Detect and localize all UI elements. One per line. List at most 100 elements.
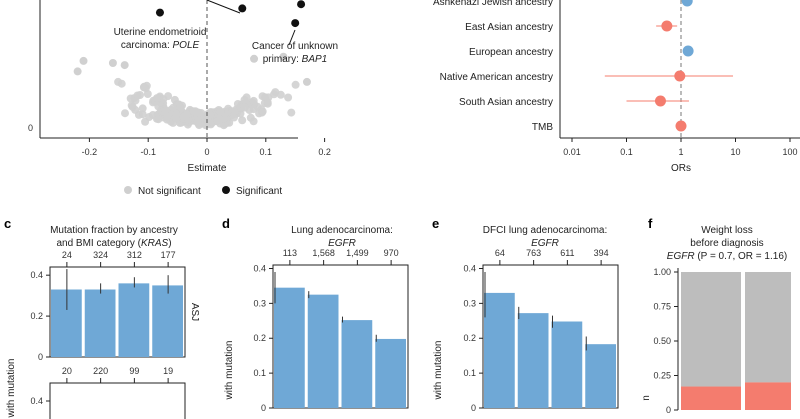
- panel-f-plot: 0 0.25 0.50 0.75 1.00: [653, 267, 791, 415]
- nonsignificant-point: [206, 110, 215, 119]
- nonsignificant-point: [138, 104, 147, 113]
- volcano-plot: 0 -0.2 -0.1 0 0.1 0.2 Estimate Uterine endom…: [28, 0, 338, 197]
- y-tick-label: 0: [38, 352, 43, 362]
- y-tick-label: 0: [261, 403, 266, 413]
- plot-frame: [482, 264, 619, 409]
- bar: [517, 313, 549, 408]
- nonsignificant-point: [134, 110, 143, 119]
- y-tick-label: 0.1: [463, 368, 476, 378]
- nonsignificant-point: [240, 103, 249, 112]
- legend-significant-marker: [222, 186, 230, 194]
- y-tick-label: 0.2: [463, 333, 476, 343]
- panel-f-title-line2: before diagnosis: [690, 238, 763, 249]
- nonsignificant-point: [279, 52, 288, 61]
- forest-point: [674, 70, 686, 82]
- y-tick-label: 0.50: [653, 336, 671, 346]
- panel-d: d Lung adenocarcinoma: EGFR with mutatio…: [222, 216, 409, 413]
- forest-x-tick-label: 100: [782, 147, 797, 157]
- bar: [152, 285, 183, 357]
- forest-point: [675, 120, 687, 132]
- sample-count-label: 19: [163, 366, 173, 376]
- forest-x-label: ORs: [671, 163, 691, 174]
- sample-count-label: 177: [161, 250, 176, 260]
- y-tick-label: 1.00: [653, 267, 671, 277]
- annotation-bap1-line2: primary: BAP1: [263, 54, 327, 65]
- y-tick-label: 0.2: [30, 311, 43, 321]
- nonsignificant-point: [271, 88, 280, 97]
- panel-e-y-label: with mutation: [433, 341, 444, 401]
- significant-point: [297, 0, 306, 9]
- forest-rows: Ashkenazi Jewish ancestry East Asian ance…: [433, 0, 734, 133]
- volcano-x-ticks: -0.2 -0.1 0 0.1 0.2: [82, 138, 331, 157]
- nonsignificant-point: [172, 114, 181, 123]
- nonsignificant-point: [291, 80, 300, 89]
- nonsignificant-point: [238, 116, 247, 125]
- nonsignificant-point: [117, 79, 126, 88]
- sample-count-label: 1,499: [346, 248, 369, 258]
- panel-letter-d: d: [222, 216, 230, 231]
- nonsignificant-point: [240, 95, 249, 104]
- panel-d-plot: 113 1,568 1,499 970 0 0.1 0.2 0.3 0.4: [253, 248, 409, 413]
- y-tick-label: 0.4: [253, 263, 266, 273]
- forest-x-ticks: 0.01 0.1 1 10 100: [563, 138, 798, 157]
- nonsignificant-point: [193, 118, 202, 126]
- panel-c: c Mutation fraction by ancestry and BMI …: [4, 216, 200, 419]
- sample-count-label: 24: [62, 250, 72, 260]
- y-tick-label: 0.4: [30, 396, 43, 406]
- annotation-pole-line2: carcinoma: POLE: [121, 40, 200, 51]
- forest-point: [661, 20, 673, 32]
- sample-count-label: 220: [93, 366, 108, 376]
- y-tick-label: 0.3: [463, 298, 476, 308]
- nonsignificant-point: [169, 103, 178, 112]
- bar: [341, 320, 373, 408]
- nonsignificant-point: [73, 67, 82, 76]
- sample-count-label: 970: [384, 248, 399, 258]
- panel-e-title-gene: EGFR: [531, 238, 559, 249]
- y-tick-label: 0.4: [30, 270, 43, 280]
- nonsignificant-point: [258, 107, 267, 116]
- nonsignificant-point: [159, 95, 168, 104]
- volcano-connector: [206, 0, 241, 14]
- sample-count-label: 312: [127, 250, 142, 260]
- annotation-bap1-line1: Cancer of unknown: [252, 41, 338, 52]
- annotation-pole-line1: Uterine endometrioid: [114, 27, 207, 38]
- panel-f-y-label: n: [641, 395, 652, 401]
- panel-d-y-label: with mutation: [224, 341, 235, 401]
- forest-row-label: Ashkenazi Jewish ancestry: [433, 0, 553, 8]
- volcano-x-tick-label: 0.1: [260, 147, 273, 157]
- nonsignificant-point: [162, 115, 171, 124]
- forest-point: [682, 45, 694, 57]
- panel-f-title-line1: Weight loss: [701, 225, 753, 236]
- y-tick-label: 0.4: [463, 263, 476, 273]
- forest-x-tick-label: 10: [730, 147, 740, 157]
- sample-count-label: 611: [560, 248, 574, 258]
- volcano-x-tick-label: 0: [204, 147, 209, 157]
- panel-d-title-line1: Lung adenocarcinoma:: [291, 225, 393, 236]
- forest-x-tick-label: 0.01: [563, 147, 581, 157]
- sample-count-label: 1,568: [312, 248, 335, 258]
- y-tick-label: 0.3: [253, 298, 266, 308]
- panel-letter-f: f: [648, 216, 653, 231]
- nonsignificant-point: [179, 112, 188, 121]
- volcano-significant-points: [155, 0, 306, 28]
- nonsignificant-point: [230, 113, 238, 122]
- nonsignificant-point: [189, 107, 198, 116]
- sample-count-label: 324: [93, 250, 108, 260]
- stacked-bar-bottom: [681, 386, 741, 410]
- bar: [274, 287, 305, 408]
- nonsignificant-point: [153, 94, 161, 103]
- panel-c-side-label: ASJ: [189, 303, 200, 321]
- bar: [484, 292, 515, 408]
- nonsignificant-point: [216, 107, 225, 116]
- y-tick-label: 0: [471, 403, 476, 413]
- nonsignificant-point: [161, 106, 170, 115]
- legend-not-significant-label: Not significant: [138, 186, 201, 197]
- plot-frame: [272, 264, 409, 409]
- legend-significant-label: Significant: [236, 186, 282, 197]
- panel-c-bottom-plot: 20 220 99 19 0.4: [30, 366, 186, 419]
- forest-plot: Ashkenazi Jewish ancestry East Asian ance…: [433, 0, 800, 174]
- panel-letter-e: e: [432, 216, 439, 231]
- forest-x-tick-label: 1: [678, 147, 683, 157]
- panel-c-top-plot: 24 324 312 177 0 0.2 0.4: [30, 250, 186, 362]
- y-tick-label: 0: [666, 405, 671, 415]
